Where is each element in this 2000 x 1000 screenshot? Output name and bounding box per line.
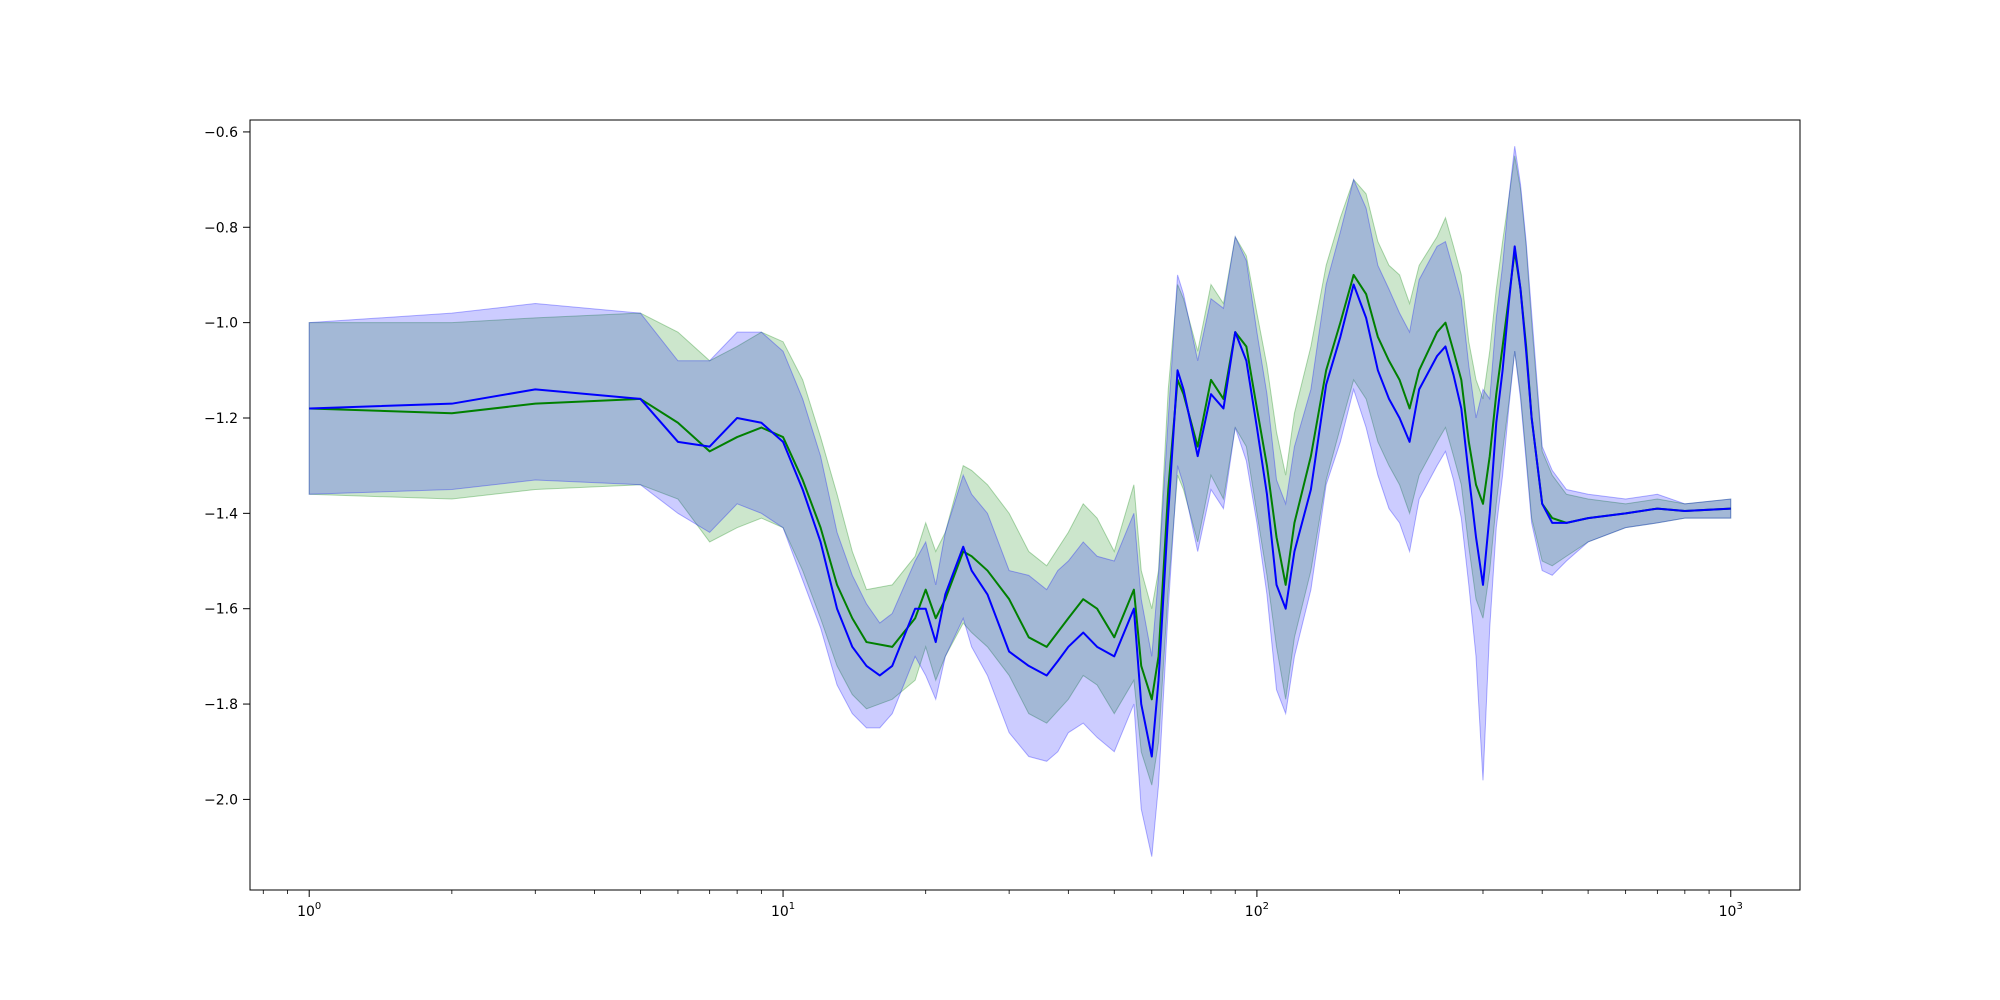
confidence-bands: [308, 146, 1732, 857]
y-tick-label: −0.8: [204, 220, 238, 236]
y-tick-label: −1.0: [204, 316, 238, 332]
y-axis: −0.6 −0.8 −1.0 −1.2 −1.4 −1.6 −1.8 −2.0: [204, 125, 250, 808]
y-tick-label: −1.8: [204, 697, 238, 713]
series-lines: [309, 245, 1731, 758]
x-tick-label: 102: [1245, 901, 1269, 920]
y-tick-label: −2.0: [204, 792, 238, 808]
series-2-line: [309, 245, 1731, 758]
y-tick-label: −0.6: [204, 125, 238, 141]
x-tick-label: 101: [771, 901, 795, 920]
plot-area-frame: [249, 119, 1801, 891]
y-tick-label: −1.2: [204, 411, 238, 427]
x-tick-label: 100: [297, 901, 321, 920]
y-tick-label: −1.6: [204, 602, 238, 618]
x-tick-label: 103: [1719, 901, 1743, 920]
series-2-band: [308, 146, 1732, 857]
x-axis: 100 101 102 103: [262, 890, 1743, 920]
series-1-band: [308, 155, 1732, 786]
y-tick-label: −1.4: [204, 506, 238, 522]
